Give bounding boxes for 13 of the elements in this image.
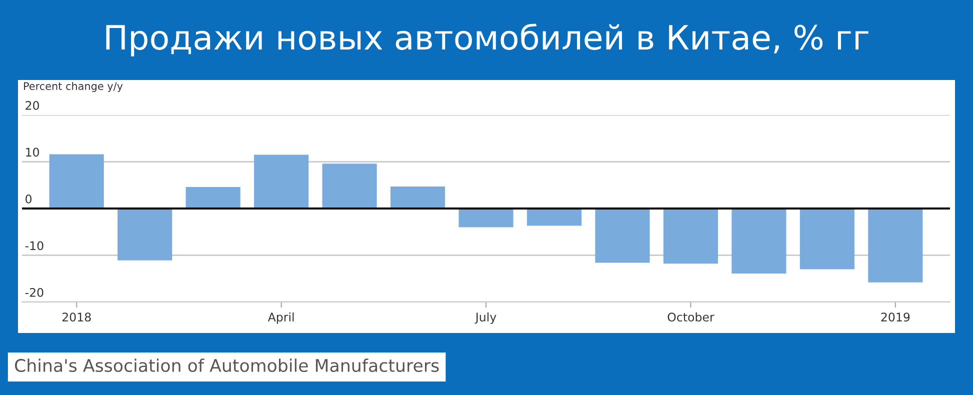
chart-title: Продажи новых автомобилей в Китае, % гг	[106, 24, 868, 56]
x-tick-label: 2019	[881, 312, 910, 322]
x-tick-label: October	[668, 312, 714, 322]
y-tick-label: 10	[26, 148, 40, 157]
x-tick-label: April	[268, 312, 294, 324]
y-tick-label: 0	[26, 194, 32, 204]
text: China's Association of Automobile Manufacturers	[14, 358, 439, 372]
y-axis-title: Percent change y/y	[24, 82, 123, 92]
y-tick-label: -10	[25, 241, 44, 250]
y-tick-label: 20	[26, 101, 40, 110]
x-tick-label: 2018	[62, 312, 91, 322]
y-tick-label: -20	[25, 288, 44, 297]
x-tick-label: July	[474, 312, 496, 324]
